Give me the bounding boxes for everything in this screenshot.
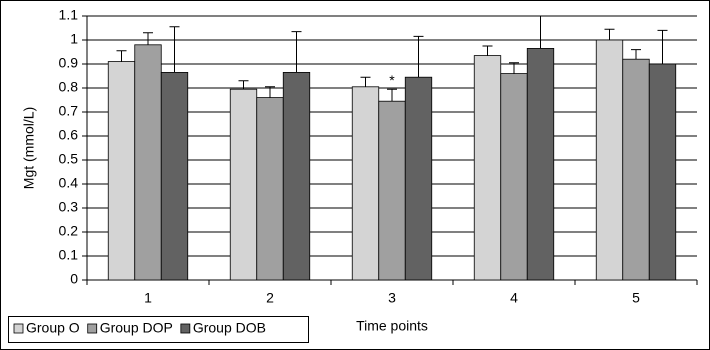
error-bar <box>265 86 275 98</box>
x-axis-label: Time points <box>356 318 428 334</box>
y-axis-label: Mgt (mmol/L) <box>21 107 37 189</box>
bar <box>500 73 528 281</box>
bar <box>351 86 380 281</box>
y-tick-label: 0.3 <box>59 199 79 215</box>
error-bar <box>291 31 302 73</box>
y-tick-label: 1 <box>70 31 78 47</box>
y-tick-label: 0.2 <box>59 223 79 239</box>
error-bar <box>360 76 371 87</box>
y-tick-label: 0.9 <box>59 55 79 71</box>
bar <box>229 88 258 281</box>
bar <box>160 72 189 281</box>
legend-label: Group DOP <box>100 320 173 336</box>
bar <box>595 39 624 281</box>
legend <box>8 316 309 343</box>
bar <box>473 55 502 281</box>
y-tick-label: 0.4 <box>59 175 79 191</box>
error-bar <box>509 62 519 74</box>
bar <box>622 58 650 281</box>
bar <box>404 76 433 281</box>
error-bar <box>143 32 153 45</box>
bar <box>378 100 406 281</box>
legend-swatch <box>13 323 24 334</box>
annotation: * <box>389 72 395 88</box>
bar <box>134 44 162 281</box>
x-tick-label: 4 <box>510 290 518 306</box>
error-bar <box>238 80 249 90</box>
y-tick-label: 0.6 <box>59 127 79 143</box>
bar <box>648 63 677 281</box>
x-tick-label: 5 <box>632 290 640 306</box>
y-tick-label: 0.1 <box>59 247 79 263</box>
error-bar <box>631 49 641 60</box>
error-bar <box>657 29 668 64</box>
legend-swatch <box>180 323 191 334</box>
x-tick-label: 1 <box>144 290 152 306</box>
y-tick-label: 1.1 <box>59 7 79 23</box>
bar <box>282 72 311 281</box>
bar <box>107 61 136 281</box>
legend-label: Group O <box>26 320 80 336</box>
y-tick-label: 0.7 <box>59 103 79 119</box>
error-bar <box>413 35 424 78</box>
y-tick-label: 0 <box>70 271 78 287</box>
y-tick-label: 0.8 <box>59 79 79 95</box>
bar <box>526 48 555 281</box>
x-tick-label: 3 <box>388 290 396 306</box>
bar <box>256 97 284 281</box>
legend-swatch <box>87 323 98 334</box>
error-bar <box>387 88 397 102</box>
error-bar <box>116 50 127 62</box>
error-bar <box>169 26 180 73</box>
y-tick-label: 0.5 <box>59 151 79 167</box>
legend-label: Group DOB <box>193 320 266 336</box>
error-bar <box>535 15 546 49</box>
error-bar <box>482 45 493 56</box>
x-tick-label: 2 <box>266 290 274 306</box>
error-bar <box>604 28 615 40</box>
